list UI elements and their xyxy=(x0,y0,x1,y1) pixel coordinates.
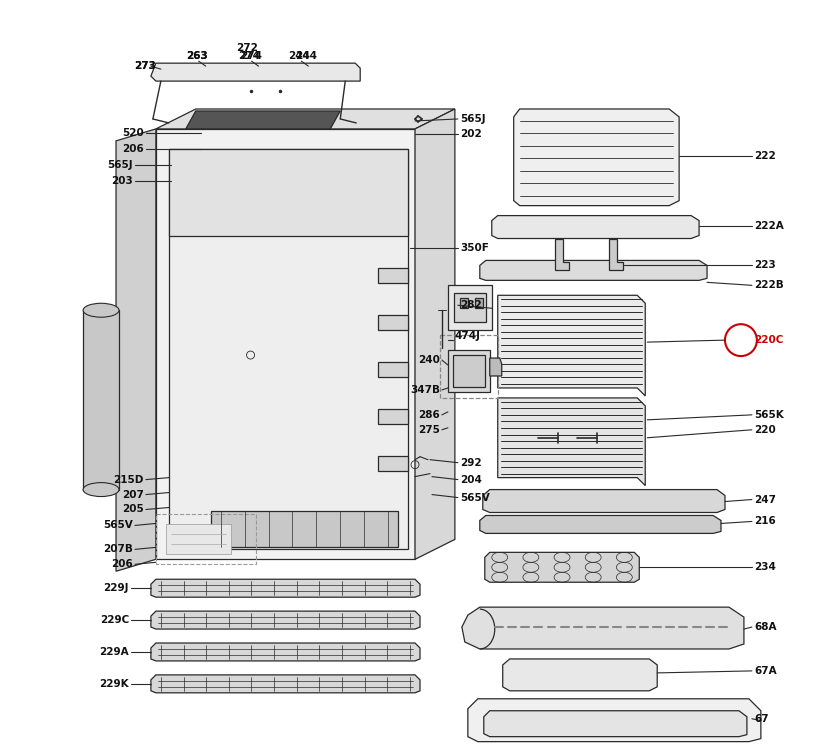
Text: 565V: 565V xyxy=(459,493,490,502)
Polygon shape xyxy=(498,398,645,485)
Text: 272: 272 xyxy=(236,44,258,53)
Text: 282: 282 xyxy=(459,300,481,310)
Polygon shape xyxy=(498,296,645,396)
Text: 229A: 229A xyxy=(99,647,129,657)
Polygon shape xyxy=(484,711,747,736)
Text: 229C: 229C xyxy=(100,615,129,625)
Text: 206: 206 xyxy=(122,144,144,154)
Polygon shape xyxy=(514,109,680,206)
Text: 206: 206 xyxy=(111,560,133,569)
Text: 273: 273 xyxy=(134,62,156,71)
Polygon shape xyxy=(169,148,408,236)
Polygon shape xyxy=(468,699,761,742)
Polygon shape xyxy=(186,111,340,129)
Text: 244: 244 xyxy=(296,51,318,62)
Polygon shape xyxy=(151,611,420,629)
Polygon shape xyxy=(609,238,623,271)
Polygon shape xyxy=(116,129,156,572)
Polygon shape xyxy=(448,350,490,392)
Text: 275: 275 xyxy=(418,424,440,435)
Polygon shape xyxy=(491,215,699,238)
Text: 67: 67 xyxy=(753,714,769,724)
Text: 274: 274 xyxy=(240,51,263,62)
Text: 240: 240 xyxy=(418,355,440,365)
Text: 222B: 222B xyxy=(753,280,784,290)
Polygon shape xyxy=(211,512,398,548)
Polygon shape xyxy=(378,315,408,330)
Text: 247: 247 xyxy=(753,494,776,505)
Polygon shape xyxy=(151,63,360,81)
Polygon shape xyxy=(454,293,486,322)
Polygon shape xyxy=(151,643,420,661)
Polygon shape xyxy=(480,260,707,280)
Text: 565J: 565J xyxy=(459,114,486,124)
Polygon shape xyxy=(502,659,657,691)
Text: 263: 263 xyxy=(186,51,207,62)
Polygon shape xyxy=(83,310,119,490)
Text: 220: 220 xyxy=(753,424,775,435)
Text: 220C: 220C xyxy=(753,335,783,345)
Text: 286: 286 xyxy=(418,410,440,420)
Text: 234: 234 xyxy=(753,562,776,572)
Text: 520: 520 xyxy=(122,128,144,138)
Text: 222A: 222A xyxy=(753,220,784,230)
Text: 565K: 565K xyxy=(753,410,784,420)
Polygon shape xyxy=(448,285,491,330)
Polygon shape xyxy=(378,456,408,471)
Text: 207B: 207B xyxy=(103,544,133,554)
Polygon shape xyxy=(165,524,231,554)
Text: 565V: 565V xyxy=(103,520,133,530)
Text: 263: 263 xyxy=(186,51,207,62)
Text: 274: 274 xyxy=(239,51,260,62)
Ellipse shape xyxy=(83,303,119,317)
Polygon shape xyxy=(475,298,483,308)
Polygon shape xyxy=(462,608,744,649)
Text: 202: 202 xyxy=(459,129,481,139)
Polygon shape xyxy=(554,238,569,271)
Text: 216: 216 xyxy=(753,517,775,526)
Polygon shape xyxy=(480,515,721,533)
Text: 205: 205 xyxy=(122,505,144,515)
Polygon shape xyxy=(378,268,408,284)
Polygon shape xyxy=(169,148,408,549)
Text: 68A: 68A xyxy=(753,622,776,632)
Text: 474J: 474J xyxy=(455,332,480,341)
Text: 244: 244 xyxy=(288,51,311,62)
Text: 347B: 347B xyxy=(410,385,440,395)
Polygon shape xyxy=(151,675,420,693)
Ellipse shape xyxy=(83,482,119,496)
Polygon shape xyxy=(459,298,468,308)
Polygon shape xyxy=(485,552,639,582)
Polygon shape xyxy=(156,109,455,129)
Text: 222: 222 xyxy=(753,151,775,160)
Text: 350F: 350F xyxy=(459,244,489,254)
Polygon shape xyxy=(483,490,725,512)
Text: 215D: 215D xyxy=(113,475,144,484)
Text: 565J: 565J xyxy=(108,160,133,170)
Text: 223: 223 xyxy=(753,260,775,271)
Text: 204: 204 xyxy=(459,475,482,484)
Polygon shape xyxy=(378,362,408,377)
Text: 273: 273 xyxy=(134,62,156,71)
Polygon shape xyxy=(453,355,485,387)
Text: 229K: 229K xyxy=(99,679,129,688)
Polygon shape xyxy=(151,579,420,597)
Polygon shape xyxy=(378,409,408,424)
Polygon shape xyxy=(415,109,455,560)
Text: 207: 207 xyxy=(122,490,144,500)
Polygon shape xyxy=(156,129,415,560)
Text: 292: 292 xyxy=(459,458,481,468)
Text: 67A: 67A xyxy=(753,666,776,676)
Text: 203: 203 xyxy=(111,176,133,186)
Text: 229J: 229J xyxy=(103,584,129,593)
Polygon shape xyxy=(490,358,501,376)
